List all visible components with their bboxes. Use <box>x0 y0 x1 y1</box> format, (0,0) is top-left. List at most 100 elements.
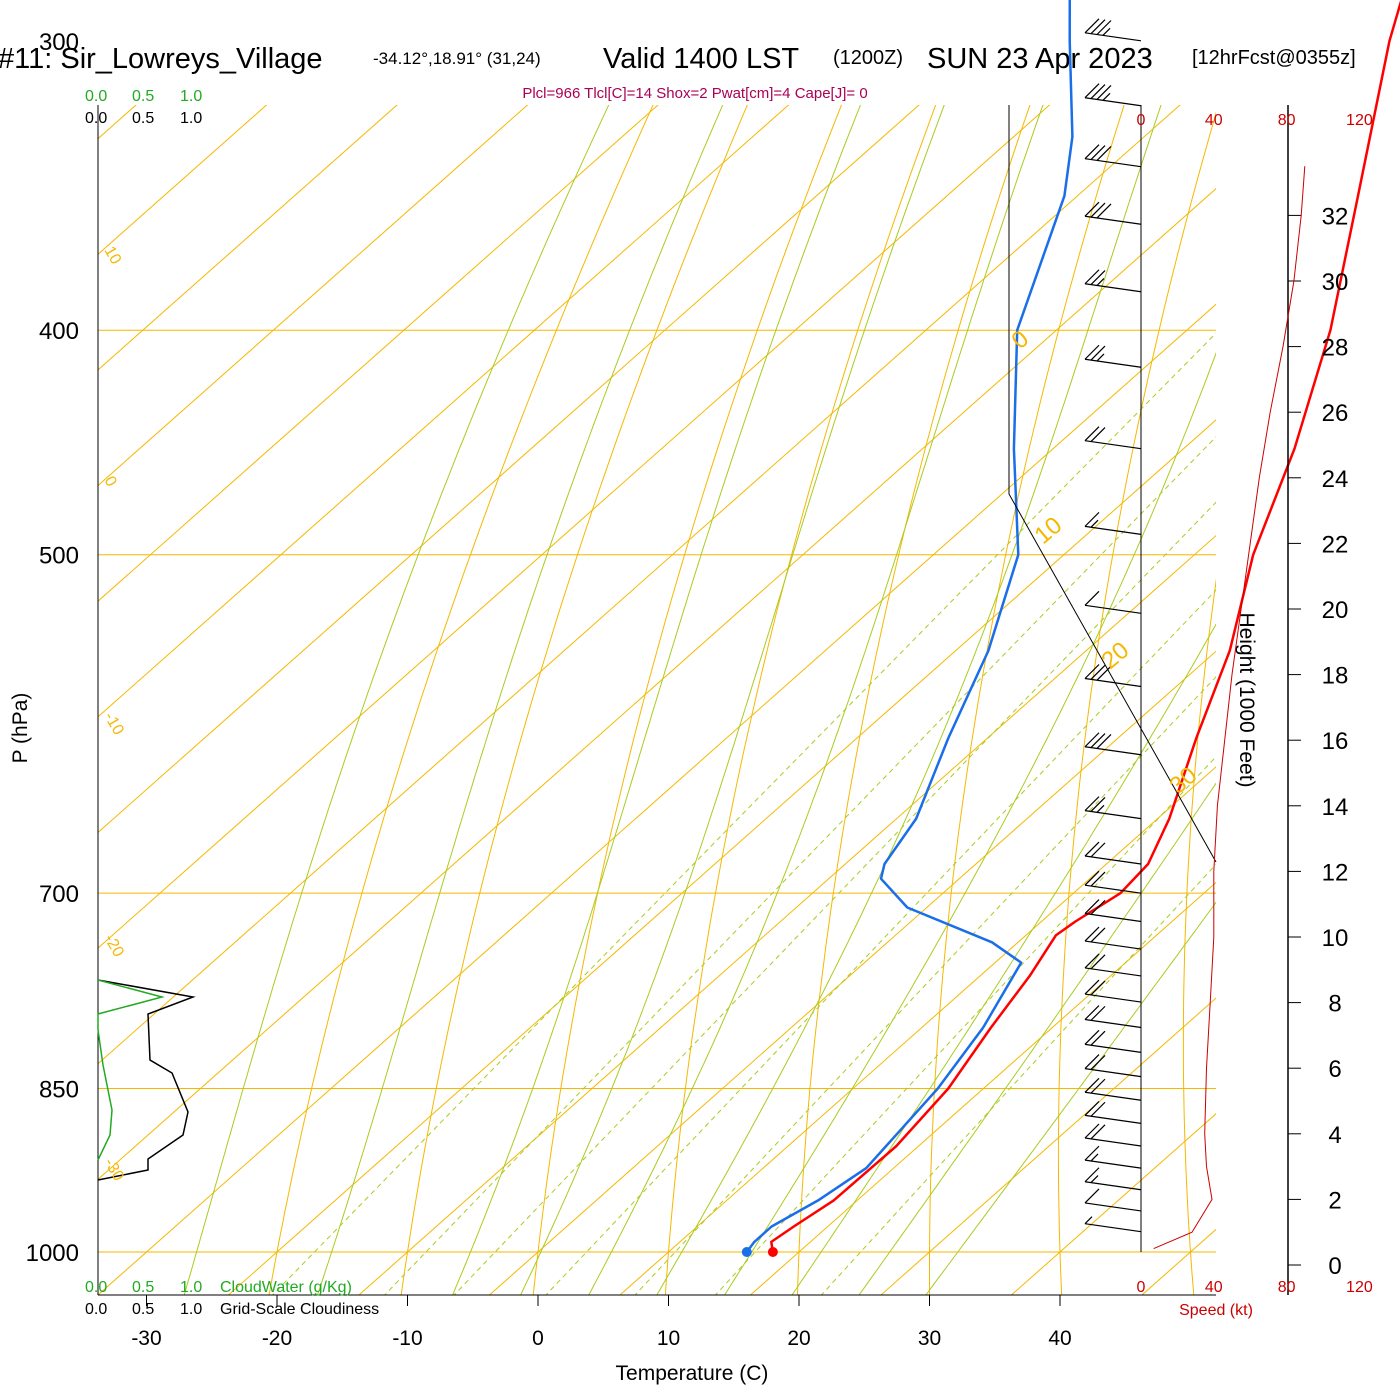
wind-barb-staff <box>1084 1137 1142 1147</box>
dewpoint-profile <box>745 0 1074 1253</box>
height-tick-label: 8 <box>1328 991 1341 1018</box>
wind-barb-flag <box>1084 590 1100 606</box>
wind-barb-flag <box>1084 201 1100 217</box>
moist-adiabat-line <box>858 782 1216 1295</box>
pressure-tick-labels: 2503004005007008501000 <box>26 29 79 1267</box>
wind-barb-flag <box>1090 899 1106 915</box>
wind-barb-flag <box>1084 344 1100 360</box>
wind-speed-profile <box>1153 166 1306 1250</box>
x-tick-label: 10 <box>657 1327 680 1350</box>
wind-barb-half-flag <box>1096 804 1105 813</box>
wind-barb-flag <box>1084 899 1100 914</box>
cloudwater-top-2: 1.0 <box>180 88 202 105</box>
wind-barb <box>1084 1100 1142 1124</box>
wind-barb-flag <box>1084 796 1100 812</box>
wind-barb-staff <box>1084 1091 1142 1101</box>
mixing-ratio-line <box>384 436 1216 1295</box>
wind-barb-staff <box>1084 1181 1142 1191</box>
wind-barb <box>1084 83 1142 107</box>
wind-barb-staff <box>1084 940 1142 950</box>
wind-barb <box>1084 1077 1142 1101</box>
wind-barb-flag <box>1084 1077 1100 1093</box>
isotherm-line <box>98 105 529 487</box>
x-tick-label: 20 <box>787 1327 810 1350</box>
wind-barb-flag <box>1090 1101 1106 1117</box>
mixing-ratio-label: 3 <box>442 1314 461 1330</box>
wind-barb-flag <box>1096 145 1112 161</box>
pressure-tick-label: 400 <box>39 318 79 345</box>
wind-barb <box>1084 953 1142 977</box>
wind-barb-flag <box>1084 732 1100 748</box>
wind-barb-staff <box>1084 967 1142 977</box>
wind-barb-staff <box>1084 1043 1142 1053</box>
height-tick-label: 28 <box>1322 335 1349 362</box>
wind-barb-half-flag <box>1096 278 1105 286</box>
moist-adiabat-line <box>183 105 610 1295</box>
speed-tick-label-bottom: 40 <box>1205 1279 1223 1296</box>
isotherm-line <box>358 534 1216 1295</box>
wind-barb <box>1084 344 1142 368</box>
wind-barb <box>1084 1054 1142 1078</box>
wind-barb-flag <box>1090 954 1106 970</box>
height-tick-label: 2 <box>1328 1187 1341 1214</box>
height-tick-label: 24 <box>1322 466 1349 493</box>
wind-barb-flag <box>1090 664 1106 680</box>
cloudiness-bottom-2: 1.0 <box>180 1301 202 1318</box>
mixing-ratio-line <box>271 332 1216 1295</box>
wind-barb-staff <box>1084 158 1142 168</box>
wind-barb <box>1084 899 1142 923</box>
wind-barb-flag <box>1090 1005 1106 1021</box>
height-tick-label: 10 <box>1322 925 1349 952</box>
isotherm-line <box>619 766 1216 1295</box>
moist-adiabat-line <box>656 105 1162 1295</box>
wind-barb-half-flag <box>1102 27 1111 36</box>
wind-barb-flag <box>1084 426 1100 442</box>
wind-barb <box>1084 1005 1142 1029</box>
isotherm-label: 10 <box>101 244 125 268</box>
isotherm-label: -30 <box>101 1156 127 1185</box>
pressure-tick-label: 500 <box>39 543 79 570</box>
speed-tick-label-top: 120 <box>1346 112 1373 129</box>
mixing-ratio-line <box>714 755 1216 1295</box>
wind-barb-staff <box>1084 884 1142 894</box>
wind-barb-flag <box>1084 841 1100 857</box>
wind-barb-staff <box>1084 1114 1142 1124</box>
isotherm-line <box>98 105 920 834</box>
moist-adiabat-line <box>925 901 1216 1295</box>
wind-barb-staff <box>1084 855 1142 865</box>
zulu-time: (1200Z) <box>833 47 903 69</box>
moist-adiabat-line <box>452 105 862 1295</box>
x-tick-label: 30 <box>918 1327 941 1350</box>
isotherm-line <box>98 105 1181 1065</box>
wind-barb-half-flag <box>1090 519 1099 528</box>
wind-barb-flag <box>1084 979 1100 995</box>
wind-barb-staff <box>1084 912 1142 923</box>
wind-barb-staff <box>1084 283 1142 293</box>
wind-barb-half-flag <box>1084 1216 1093 1225</box>
dry-adiabat-line <box>532 105 843 1295</box>
background-lines: 1 2 3 5 8 12 20 <box>98 105 1216 1330</box>
cloudwater-bottom-1: 0.5 <box>132 1279 154 1296</box>
cloud-scale-top: 0.0 0.5 1.0 0.0 0.5 1.0 <box>85 88 202 127</box>
wind-barb <box>1084 1188 1142 1212</box>
x-tick-label: -10 <box>392 1327 422 1350</box>
wind-barb-flag <box>1084 1188 1100 1204</box>
wind-barb-staff <box>1084 1223 1142 1233</box>
isotherm-line <box>488 650 1216 1295</box>
isotherm-label: 0 <box>101 474 120 490</box>
height-tick-label: 6 <box>1328 1056 1341 1083</box>
wind-barb <box>1084 1145 1142 1169</box>
wind-barb-flag <box>1090 842 1106 858</box>
y-axis-title: P (hPa) <box>9 693 32 764</box>
wind-barb-staff <box>1084 1068 1142 1078</box>
cloudwater-top-1: 0.5 <box>132 88 154 105</box>
isotherm-label: 30 <box>1165 762 1203 800</box>
wind-barb-staff <box>1084 1159 1142 1169</box>
isotherm-label: -20 <box>101 932 127 961</box>
x-axis-title: Temperature (C) <box>616 1362 769 1385</box>
wind-barb-half-flag <box>1090 1175 1099 1184</box>
wind-barb-flag <box>1084 1123 1100 1139</box>
cloudwater-top-0: 0.0 <box>85 88 107 105</box>
moist-adiabat-line <box>520 105 945 1295</box>
